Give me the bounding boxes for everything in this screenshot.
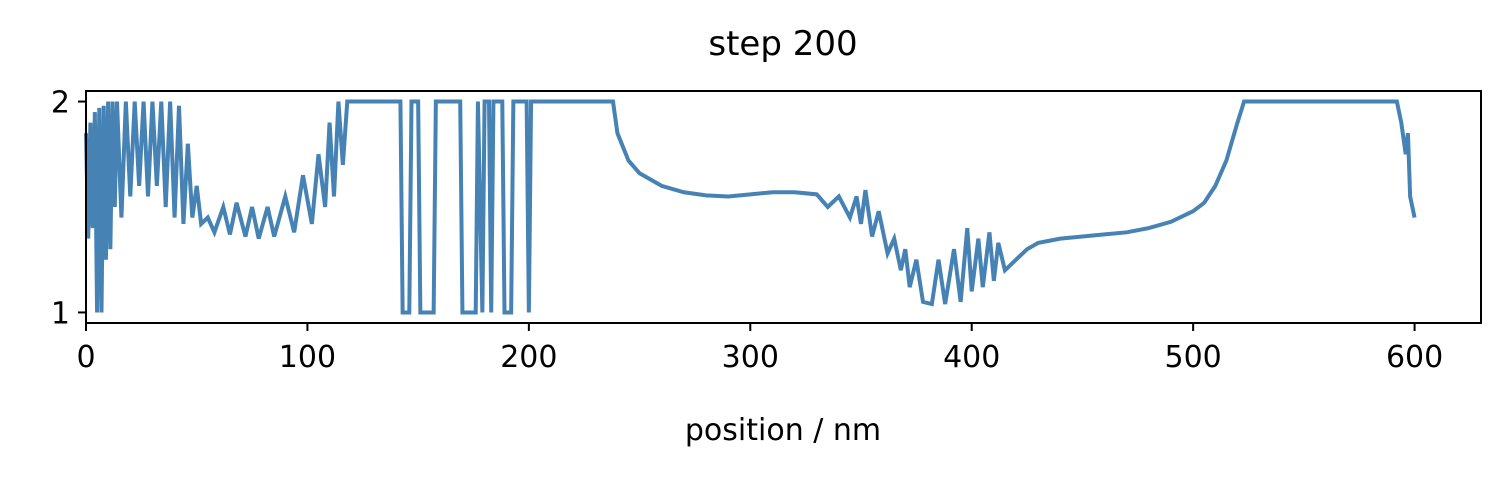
x-tick-label: 0 bbox=[76, 340, 95, 375]
x-tick-label: 200 bbox=[500, 340, 557, 375]
x-tick-label: 100 bbox=[279, 340, 336, 375]
x-tick-label: 300 bbox=[722, 340, 779, 375]
data-line bbox=[84, 99, 1417, 315]
x-axis-label: position / nm bbox=[685, 413, 881, 448]
x-tick-label: 500 bbox=[1165, 340, 1222, 375]
x-tick-label: 600 bbox=[1386, 340, 1443, 375]
y-tick-label: 1 bbox=[51, 296, 70, 331]
plot-frame bbox=[85, 90, 1482, 324]
chart-title: step 200 bbox=[708, 24, 857, 64]
x-tick-label: 400 bbox=[943, 340, 1000, 375]
y-tick-label: 2 bbox=[51, 86, 70, 121]
